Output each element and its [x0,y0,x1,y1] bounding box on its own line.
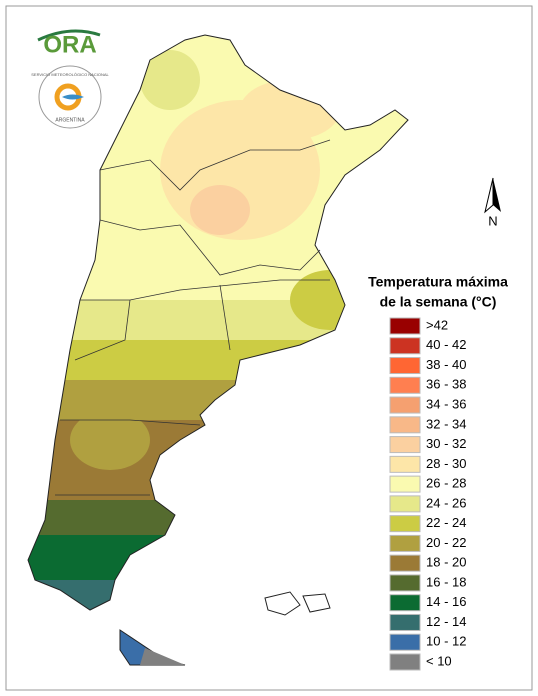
legend-label: 28 - 30 [426,456,466,471]
legend-label: 30 - 32 [426,436,466,451]
legend-label: 22 - 24 [426,515,466,530]
islands [302,593,331,613]
legend-label: 34 - 36 [426,396,466,411]
legend-swatch [389,554,421,572]
legend-label: 32 - 34 [426,416,466,431]
legend-swatch [389,633,421,651]
seal-wave [62,94,84,100]
arrow-right [493,178,501,212]
legend-swatch [389,396,421,414]
country-outline [27,34,409,611]
legend-swatch [389,495,421,513]
province-borders [55,139,331,496]
legend-label: 18 - 20 [426,555,466,570]
legend-swatch [389,613,421,631]
legend-swatch [389,653,421,671]
legend-label: 16 - 18 [426,574,466,589]
north-label: N [488,213,497,228]
legend-label: 10 - 12 [426,634,466,649]
legend-title: Temperatura máxima [368,274,508,290]
legend-swatch [389,436,421,454]
legend-label: < 10 [426,653,452,668]
islands [264,591,301,616]
legend-label: 40 - 42 [426,337,466,352]
legend: >42 40 - 42 38 - 40 36 - 38 34 - 36 32 - 34 30… [389,317,466,671]
legend-label: >42 [426,317,448,332]
legend-swatch [389,416,421,434]
legend-swatch [389,515,421,533]
legend-swatch [389,534,421,552]
legend-swatch [389,475,421,493]
agency-name: SERVICIO METEOROLÓGICO NACIONAL [31,72,109,77]
legend-swatch [389,337,421,355]
legend-label: 14 - 16 [426,594,466,609]
logo-arc [37,29,101,42]
legend-label: 24 - 26 [426,495,466,510]
legend-swatch [389,317,421,335]
legend-swatch [389,376,421,394]
legend-label: 20 - 22 [426,535,466,550]
north-arrow: N [484,177,501,228]
legend-title: de la semana (°C) [380,294,497,310]
legend-label: 38 - 40 [426,357,466,372]
logo: ORA SERVICIO METEOROLÓGICO NACIONAL ARGE… [31,29,110,129]
legend-label: 12 - 14 [426,614,466,629]
legend-label: 36 - 38 [426,377,466,392]
legend-label: 26 - 28 [426,476,466,491]
tierra-del-fuego-south [140,648,185,665]
legend-swatch [389,455,421,473]
legend-swatch [389,357,421,375]
logo-name: ORA [43,31,96,58]
legend-swatch [389,574,421,592]
agency-country: ARGENTINA [55,117,85,123]
legend-swatch [389,594,421,612]
